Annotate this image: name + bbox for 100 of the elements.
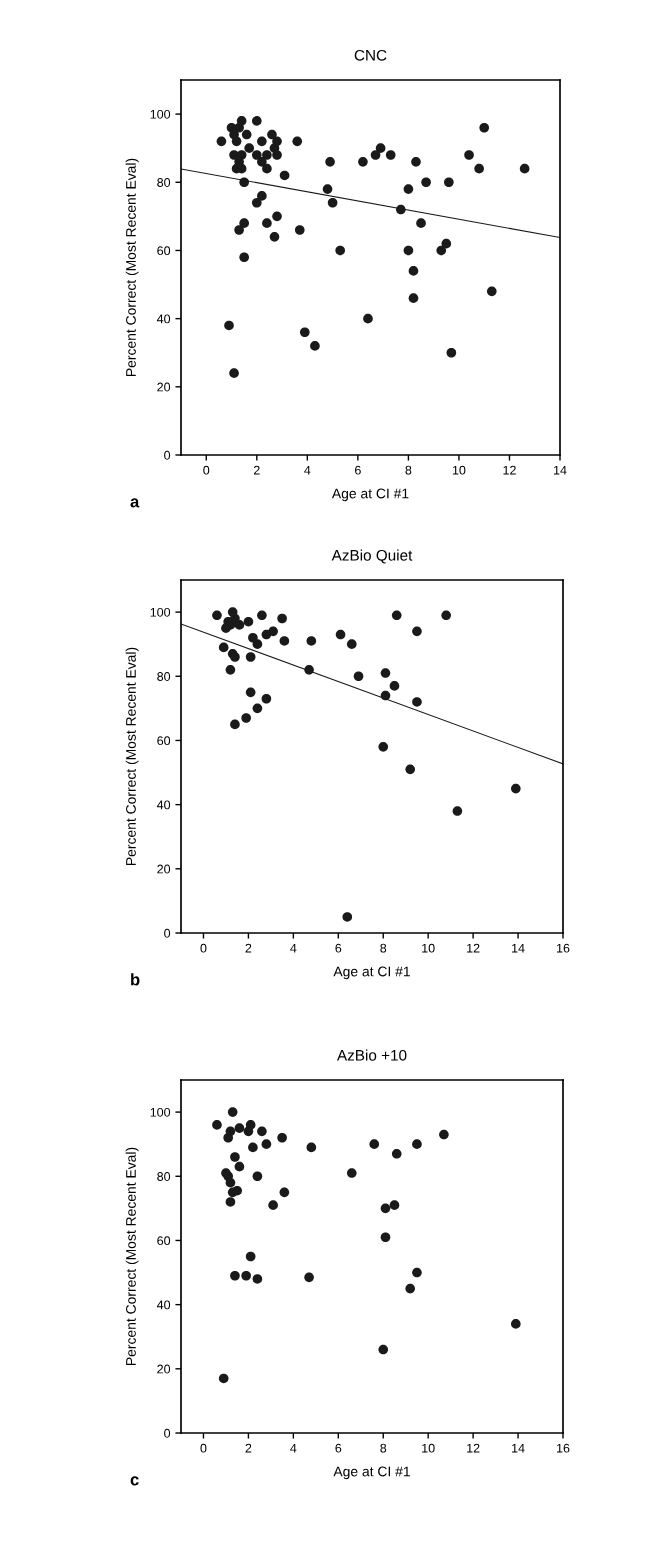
y-axis-title: Percent Correct (Most Recent Eval) xyxy=(125,1147,139,1365)
point xyxy=(234,1161,245,1172)
y-tick-label: 60 xyxy=(157,736,171,746)
point xyxy=(380,690,391,701)
x-tick-label: 2 xyxy=(253,465,260,475)
point xyxy=(346,1168,357,1178)
y-tick-label: 80 xyxy=(157,672,171,681)
text: a xyxy=(130,498,140,508)
y-tick-label: 20 xyxy=(157,864,171,874)
point xyxy=(353,671,364,682)
point xyxy=(252,639,263,649)
y-axis-title: Percent Correct (Most Recent Eval) xyxy=(125,647,139,865)
x-tick-label: 4 xyxy=(304,465,311,475)
x-tick-label: 2 xyxy=(245,943,252,953)
point xyxy=(257,610,267,621)
point xyxy=(261,1139,272,1149)
point xyxy=(232,1185,242,1196)
point xyxy=(439,1129,449,1140)
x-tick-label: 4 xyxy=(290,1443,297,1453)
point xyxy=(346,639,357,649)
x-tick-label: 10 xyxy=(422,1443,435,1453)
x-tick-label: 0 xyxy=(203,465,210,475)
point xyxy=(306,636,317,646)
point xyxy=(268,626,278,637)
point xyxy=(234,1123,245,1133)
x-tick-label: 0 xyxy=(200,1443,207,1453)
point xyxy=(243,616,254,627)
point xyxy=(441,610,451,621)
x-tick-label: 8 xyxy=(380,943,387,953)
point xyxy=(412,1267,422,1278)
point xyxy=(225,665,236,675)
point xyxy=(391,610,402,621)
x-tick-label: 14 xyxy=(512,1443,525,1453)
point xyxy=(252,1171,263,1182)
point xyxy=(335,629,346,640)
y-axis-title: Percent Correct (Most Recent Eval) xyxy=(125,158,139,376)
point xyxy=(412,1139,422,1149)
y-tick-label: 20 xyxy=(157,382,171,392)
point xyxy=(304,1272,314,1283)
point xyxy=(261,693,272,704)
point xyxy=(225,1197,236,1207)
x-tick-label: 10 xyxy=(422,943,435,953)
point xyxy=(277,1132,287,1143)
x-tick-label: 4 xyxy=(290,943,297,953)
text: b xyxy=(131,973,140,986)
y-tick-label: 60 xyxy=(157,246,171,256)
point xyxy=(241,713,251,723)
point xyxy=(218,1373,229,1384)
point xyxy=(304,665,314,675)
point xyxy=(306,1142,317,1153)
y-tick-label: 40 xyxy=(156,314,171,324)
point xyxy=(252,703,263,714)
point xyxy=(245,1120,256,1130)
point xyxy=(221,623,231,633)
x-axis-title: Age at CI #1 xyxy=(331,488,409,502)
point xyxy=(405,764,416,775)
x-tick-label: 6 xyxy=(335,1443,342,1453)
point xyxy=(380,1232,391,1243)
point xyxy=(369,1139,380,1149)
point xyxy=(277,613,287,624)
y-tick-label: 80 xyxy=(157,1172,171,1181)
y-tick-label: 0 xyxy=(164,928,171,938)
point xyxy=(230,1270,240,1281)
point xyxy=(230,719,240,730)
point xyxy=(223,1132,233,1143)
point xyxy=(245,687,256,698)
point xyxy=(279,1187,290,1198)
point xyxy=(412,697,422,707)
y-tick-label: 100 xyxy=(150,1107,171,1117)
point xyxy=(412,626,422,637)
y-tick-label: 0 xyxy=(164,1428,171,1438)
point xyxy=(279,636,290,646)
point xyxy=(225,1177,236,1188)
point xyxy=(511,1319,521,1329)
point xyxy=(234,620,245,630)
point xyxy=(227,1107,238,1117)
chart-title: AzBio Quiet xyxy=(331,549,413,564)
point xyxy=(257,1126,267,1137)
x-tick-label: 8 xyxy=(380,1443,387,1453)
point xyxy=(380,1203,391,1214)
point xyxy=(391,1149,402,1159)
point xyxy=(241,1270,251,1281)
x-tick-label: 16 xyxy=(557,1443,570,1453)
point xyxy=(389,681,400,691)
point xyxy=(380,668,391,678)
point xyxy=(342,912,353,922)
x-tick-label: 12 xyxy=(467,1443,480,1453)
y-tick-label: 100 xyxy=(150,607,171,617)
point xyxy=(230,1152,240,1162)
x-tick-label: 6 xyxy=(355,465,361,475)
point xyxy=(218,642,229,653)
y-tick-label: 60 xyxy=(157,1236,171,1246)
y-tick-label: 40 xyxy=(156,1300,171,1310)
point xyxy=(511,783,521,794)
x-tick-label: 6 xyxy=(335,943,342,953)
point xyxy=(268,1200,278,1210)
y-tick-label: 20 xyxy=(157,1364,171,1374)
point xyxy=(378,1344,389,1355)
x-tick-label: 16 xyxy=(557,943,570,953)
point xyxy=(452,806,463,816)
